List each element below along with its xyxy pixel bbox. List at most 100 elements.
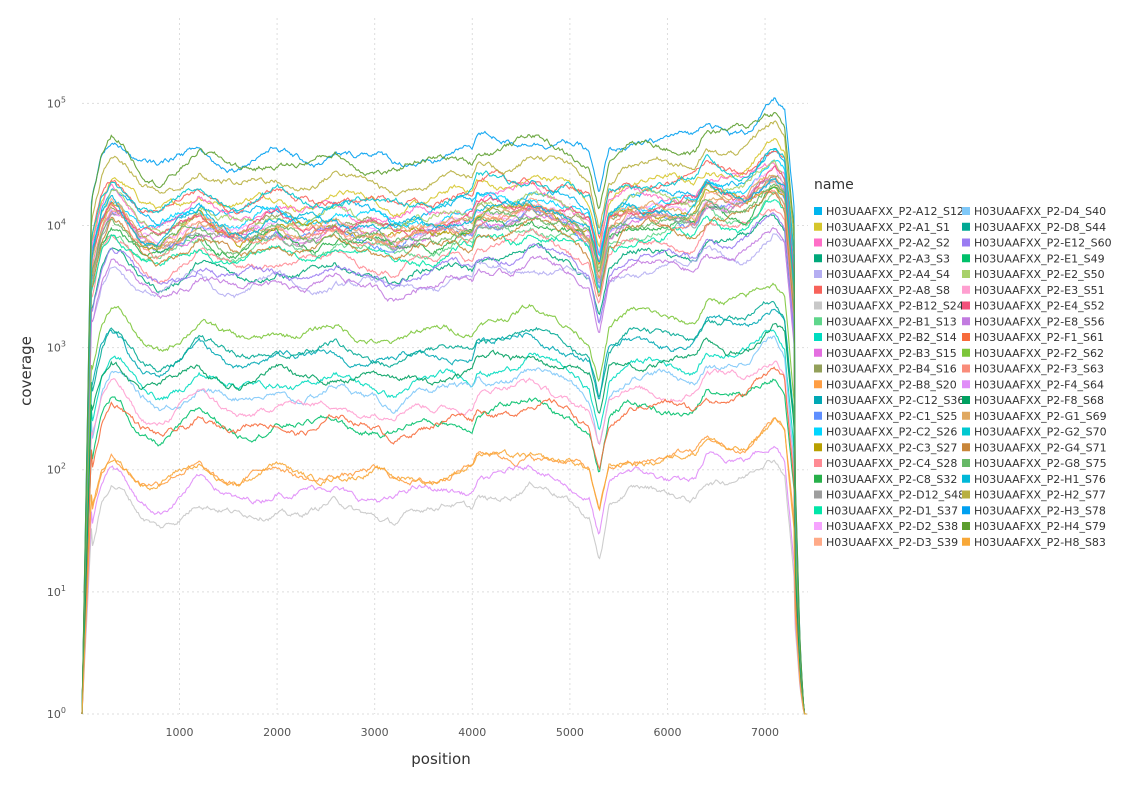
legend-label: H03UAAFXX_P2-A1_S1 [826, 221, 950, 234]
series-line [81, 147, 807, 715]
legend-label: H03UAAFXX_P2-B4_S16 [826, 363, 957, 376]
series-line [81, 177, 807, 715]
legend-swatch [962, 317, 970, 326]
legend-swatch [814, 380, 822, 389]
series-line [81, 150, 807, 715]
legend-swatch [814, 427, 822, 436]
y-tick-label: 104 [47, 217, 66, 232]
legend-swatch [814, 301, 822, 310]
legend-label: H03UAAFXX_P2-E12_S60 [974, 237, 1112, 250]
legend-swatch [962, 522, 970, 530]
series-line [81, 112, 807, 715]
series-line [81, 417, 807, 715]
legend-swatch [814, 222, 822, 231]
legend-swatch [814, 254, 822, 263]
legend-label: H03UAAFXX_P2-B3_S15 [826, 347, 957, 360]
legend-label: H03UAAFXX_P2-A12_S12 [826, 205, 964, 218]
legend-swatch [962, 364, 970, 373]
legend-label: H03UAAFXX_P2-C12_S36 [826, 394, 964, 407]
series-line [81, 328, 807, 715]
series-line [81, 366, 807, 715]
legend-swatch [814, 396, 822, 404]
series-line [81, 189, 807, 715]
x-axis-title: position [411, 750, 470, 768]
legend-swatch [814, 522, 822, 530]
series-line [81, 159, 807, 715]
legend-label: H03UAAFXX_P2-C4_S28 [826, 457, 957, 470]
legend-label: H03UAAFXX_P2-H1_S76 [974, 473, 1106, 486]
legend-swatch [962, 443, 970, 452]
legend: name H03UAAFXX_P2-A12_S12 H03UAAFXX_P2-A1… [814, 177, 1112, 549]
legend-label: H03UAAFXX_P2-E1_S49 [974, 252, 1105, 265]
legend-swatch [962, 396, 970, 404]
legend-label: H03UAAFXX_P2-G1_S69 [974, 410, 1107, 423]
series-line [81, 308, 807, 715]
legend-swatch [814, 285, 822, 294]
legend-swatch [814, 317, 822, 326]
legend-swatch [962, 348, 970, 357]
series-line [81, 300, 807, 715]
legend-label: H03UAAFXX_P2-G8_S75 [974, 457, 1107, 470]
legend-swatch [814, 207, 822, 215]
series-line [81, 180, 807, 715]
legend-label: H03UAAFXX_P2-A3_S3 [826, 252, 950, 265]
legend-swatch [962, 333, 970, 341]
legend-swatch [962, 506, 970, 515]
y-tick-label: 103 [47, 340, 66, 355]
series-line [81, 158, 807, 715]
legend-label: H03UAAFXX_P2-E3_S51 [974, 284, 1105, 297]
legend-label: H03UAAFXX_P2-E2_S50 [974, 268, 1105, 281]
legend-swatch [962, 380, 970, 389]
legend-label: H03UAAFXX_P2-F8_S68 [974, 394, 1104, 407]
legend-label: H03UAAFXX_P2-C1_S25 [826, 410, 957, 423]
y-tick-label: 102 [47, 462, 66, 477]
x-tick-label: 7000 [751, 726, 779, 739]
y-tick-label: 105 [47, 95, 66, 110]
series-layer [81, 97, 807, 715]
legend-label: H03UAAFXX_P2-B8_S20 [826, 378, 957, 391]
legend-swatch [814, 506, 822, 515]
legend-label: H03UAAFXX_P2-E8_S56 [974, 315, 1105, 328]
legend-label: H03UAAFXX_P2-D1_S37 [826, 504, 958, 517]
y-axis-title: coverage [17, 336, 35, 406]
legend-swatch [814, 364, 822, 373]
legend-swatch [962, 427, 970, 436]
legend-swatch [962, 459, 970, 467]
series-line [81, 233, 807, 715]
x-tick-label: 1000 [165, 726, 193, 739]
series-line [81, 183, 807, 715]
legend-swatch [814, 348, 822, 357]
legend-swatch [814, 490, 822, 499]
legend-label: H03UAAFXX_P2-C2_S26 [826, 426, 957, 439]
legend-label: H03UAAFXX_P2-F1_S61 [974, 331, 1104, 344]
legend-label: H03UAAFXX_P2-B1_S13 [826, 315, 957, 328]
legend-label: H03UAAFXX_P2-C3_S27 [826, 441, 957, 454]
series-line [81, 174, 807, 715]
legend-label: H03UAAFXX_P2-H2_S77 [974, 489, 1106, 502]
legend-label: H03UAAFXX_P2-B12_S24 [826, 300, 964, 313]
legend-label: H03UAAFXX_P2-D8_S44 [974, 221, 1106, 234]
legend-swatch [962, 285, 970, 294]
legend-swatch [962, 411, 970, 420]
legend-swatch [814, 443, 822, 452]
legend-swatch [962, 490, 970, 499]
legend-label: H03UAAFXX_P2-G2_S70 [974, 426, 1107, 439]
legend-label: H03UAAFXX_P2-F4_S64 [974, 378, 1104, 391]
legend-label: H03UAAFXX_P2-D12_S48 [826, 489, 965, 502]
legend-swatch [962, 222, 970, 231]
x-tick-label: 6000 [653, 726, 681, 739]
legend-label: H03UAAFXX_P2-F2_S62 [974, 347, 1104, 360]
x-tick-label: 4000 [458, 726, 486, 739]
series-line [81, 322, 807, 715]
series-line [81, 199, 807, 715]
legend-swatch [814, 474, 822, 483]
legend-label: H03UAAFXX_P2-F3_S63 [974, 363, 1104, 376]
series-line [81, 211, 807, 715]
legend-swatch [814, 411, 822, 420]
axis-layer: 1000 2000 3000 4000 5000 6000 7000 100 101 102 103… [47, 95, 779, 739]
legend-swatch [962, 254, 970, 263]
series-line [81, 164, 807, 715]
legend-swatch [814, 537, 822, 546]
legend-label: H03UAAFXX_P2-H4_S79 [974, 520, 1106, 533]
